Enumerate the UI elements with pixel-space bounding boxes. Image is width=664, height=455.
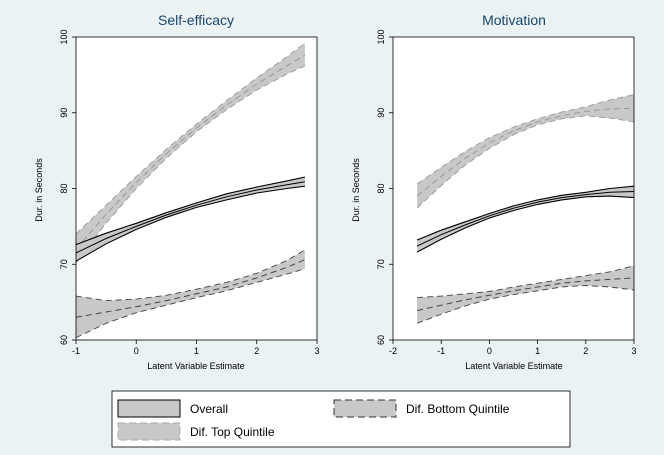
x-tick-label: 3 <box>631 346 636 356</box>
ci-upper-overall <box>75 176 306 246</box>
ci-band-dif-top-quintile <box>417 94 634 209</box>
series-dif-top-quintile <box>416 94 635 209</box>
legend: Overall Dif. Bottom Quintile Dif. Top Qu… <box>111 390 571 448</box>
ci-lower-dif-bottom-quintile <box>416 285 635 324</box>
y-tick-label: 80 <box>59 183 69 193</box>
ci-lower-overall <box>416 195 635 253</box>
legend-label-top-quintile: Dif. Top Quintile <box>190 425 275 439</box>
legend-label-overall: Overall <box>190 402 228 416</box>
ci-lower-dif-top-quintile <box>416 115 635 209</box>
ci-band-dif-bottom-quintile <box>76 249 305 338</box>
ci-upper-dif-bottom-quintile <box>417 265 635 299</box>
ci-upper-dif-top-quintile <box>416 94 635 185</box>
legend-label-bottom-quintile: Dif. Bottom Quintile <box>406 402 510 416</box>
ci-band-overall <box>417 186 634 253</box>
x-tick-label: 0 <box>134 346 139 356</box>
panel-title: Motivation <box>482 12 546 28</box>
legend-box <box>111 390 571 448</box>
y-tick-label: 100 <box>376 29 386 44</box>
x-tick-label: 1 <box>194 346 199 356</box>
series-overall <box>416 185 635 253</box>
y-tick-label: 70 <box>59 259 69 269</box>
series-overall <box>75 176 306 262</box>
fitted-line-dif-bottom-quintile <box>416 277 635 311</box>
y-tick-label: 70 <box>376 259 386 269</box>
y-axis-label: Dur. in Seconds <box>34 158 44 222</box>
fitted-line-dif-bottom-quintile <box>75 259 306 318</box>
fitted-line-dif-top-quintile <box>75 54 306 250</box>
fitted-line-overall <box>416 191 635 247</box>
y-tick-label: 90 <box>376 108 386 118</box>
legend-key-top-quintile <box>117 422 181 441</box>
ci-upper-overall <box>416 185 635 241</box>
y-tick-label: 100 <box>59 29 69 44</box>
series-dif-top-quintile <box>75 42 306 263</box>
x-axis-label: Latent Variable Estimate <box>465 361 562 371</box>
x-axis-label: Latent Variable Estimate <box>147 361 244 371</box>
x-tick-label: 1 <box>535 346 540 356</box>
fitted-line-overall <box>75 181 305 254</box>
x-tick-label: -2 <box>389 346 397 356</box>
x-tick-label: 2 <box>583 346 588 356</box>
y-tick-label: 80 <box>376 183 386 193</box>
panel-motivation: Motivation Dur. in Seconds Latent Variab… <box>351 12 637 371</box>
ci-band-dif-top-quintile <box>76 43 305 263</box>
y-tick-label: 90 <box>59 108 69 118</box>
ci-lower-dif-bottom-quintile <box>75 268 306 339</box>
x-tick-label: 2 <box>254 346 259 356</box>
y-tick-label: 60 <box>59 335 69 345</box>
y-tick-label: 60 <box>376 335 386 345</box>
series-dif-bottom-quintile <box>75 249 306 339</box>
ci-band-dif-bottom-quintile <box>417 265 634 324</box>
legend-key-bottom-quintile <box>333 399 397 418</box>
fitted-line-dif-top-quintile <box>416 107 635 197</box>
ci-upper-dif-bottom-quintile <box>75 249 306 302</box>
series-dif-bottom-quintile <box>416 265 635 324</box>
x-tick-label: 0 <box>487 346 492 356</box>
ci-upper-dif-top-quintile <box>75 42 306 235</box>
ci-lower-dif-top-quintile <box>75 65 306 263</box>
legend-key-overall <box>117 399 181 418</box>
panel-title: Self-efficacy <box>158 12 234 28</box>
x-tick-label: -1 <box>437 346 445 356</box>
y-axis-label: Dur. in Seconds <box>351 158 361 222</box>
x-tick-label: -1 <box>72 346 80 356</box>
panel-self-efficacy: Self-efficacy Dur. in Seconds Latent Var… <box>34 12 320 371</box>
ci-lower-overall <box>75 185 305 262</box>
x-tick-label: 3 <box>314 346 319 356</box>
